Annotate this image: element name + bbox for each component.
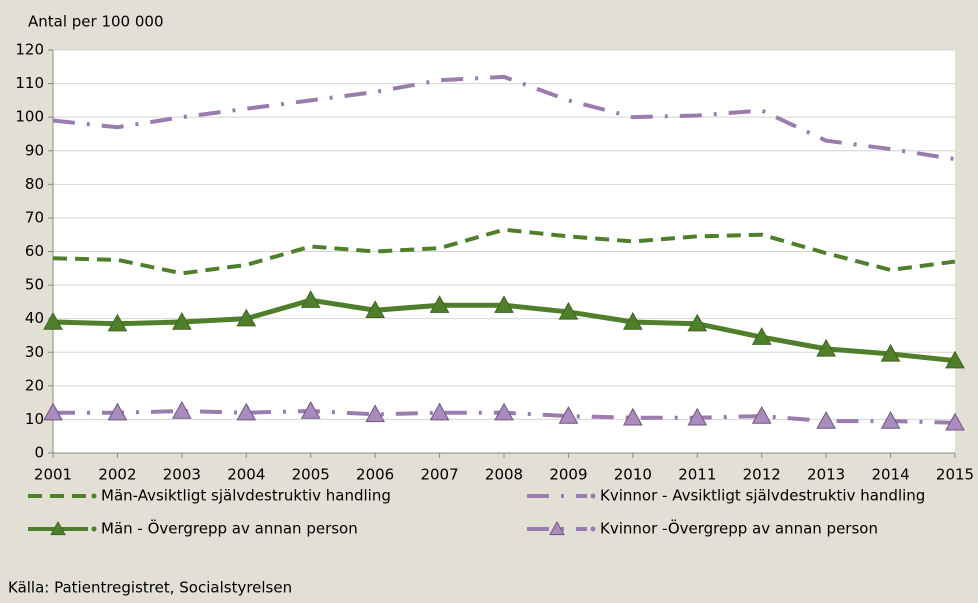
x-tick-label: 2001 [34,466,72,484]
x-tick-label: 2007 [420,466,458,484]
marker [623,407,643,426]
marker [172,400,192,419]
marker [816,411,836,429]
x-tick-label: 2002 [98,466,136,484]
legend-dot [590,493,596,499]
marker [558,301,579,320]
x-tick-label: 2013 [807,466,845,484]
y-tick-label: 80 [25,175,44,193]
marker [623,311,643,330]
legend-dot [590,526,596,532]
legend-label: Män - Övergrepp av annan person [101,519,358,538]
marker [236,402,257,421]
y-tick-label: 60 [25,242,44,260]
x-tick-label: 2003 [163,466,201,484]
marker [300,400,321,419]
legend-marker [50,520,66,536]
marker [880,411,901,429]
marker [107,402,128,421]
y-tick-label: 30 [25,343,44,361]
marker [816,338,836,357]
marker [687,407,708,426]
marker [43,402,63,421]
marker [494,295,514,313]
marker [365,300,385,318]
y-tick-label: 20 [25,376,44,394]
marker [945,350,965,369]
series-line [52,74,956,162]
marker [880,343,901,362]
marker [365,404,385,423]
marker [172,311,192,330]
marker [107,313,128,332]
x-tick-label: 2008 [485,466,523,484]
marker [751,327,772,345]
y-tick-label: 10 [25,410,44,428]
source: Källa: Patientregistret, Socialstyrelsen [8,579,292,597]
x-tick-label: 2012 [743,466,781,484]
marker [494,402,514,421]
x-tick-label: 2006 [356,466,394,484]
x-tick-label: 2015 [936,466,974,484]
x-tick-label: 2005 [292,466,330,484]
y-tick-label: 120 [15,41,44,59]
x-tick-label: 2004 [227,466,265,484]
y-axis-label: Antal per 100 000 [28,13,164,31]
legend-label: Män-Avsiktligt självdestruktiv handling [101,487,391,505]
legend-dot [91,526,97,532]
y-tick-label: 40 [25,309,44,327]
legend-dot [91,493,97,499]
marker [236,308,257,327]
legend-label: Kvinnor -Övergrepp av annan person [600,519,878,538]
series-line [52,227,956,276]
y-tick-label: 100 [15,108,44,126]
y-tick-label: 0 [34,444,44,462]
legend-marker [549,520,565,536]
legend-label: Kvinnor - Avsiktligt självdestruktiv han… [600,487,925,505]
y-tick-label: 110 [15,74,44,92]
y-tick-label: 90 [25,141,44,159]
marker [687,313,708,332]
marker [429,402,450,421]
marker [558,406,579,424]
marker [43,311,63,330]
x-tick-label: 2014 [871,466,909,484]
y-tick-label: 70 [25,208,44,226]
y-tick-label: 50 [25,276,44,294]
x-tick-label: 2010 [614,466,652,484]
marker [751,406,772,424]
marker [945,412,965,431]
marker [429,295,450,313]
x-tick-label: 2009 [549,466,587,484]
x-tick-label: 2011 [678,466,716,484]
marker [300,290,321,308]
